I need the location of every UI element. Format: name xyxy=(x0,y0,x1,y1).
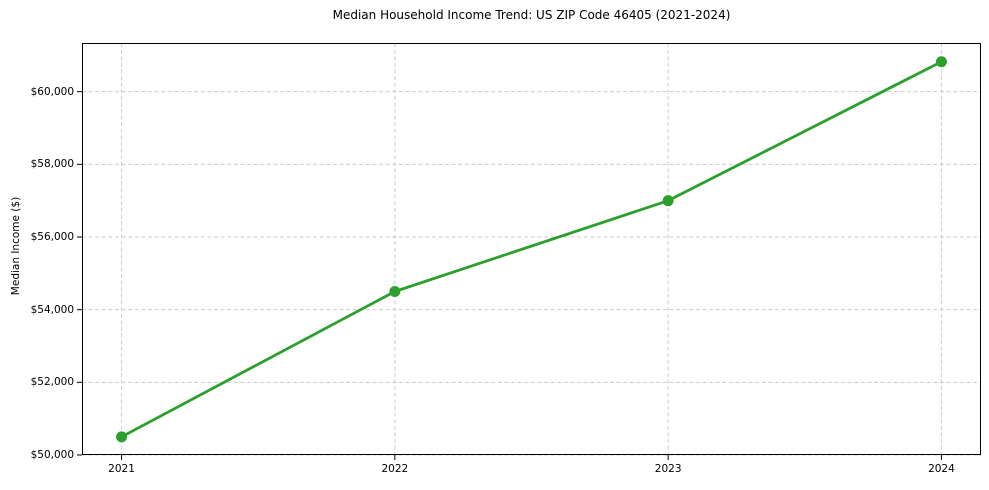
y-tick-label: $60,000 xyxy=(30,85,74,98)
y-tick-label: $54,000 xyxy=(30,303,74,316)
y-tick-label: $52,000 xyxy=(30,376,74,389)
data-point-marker xyxy=(935,56,947,68)
x-tick-label: 2024 xyxy=(928,463,955,475)
y-tick-label: $50,000 xyxy=(30,449,74,461)
y-tick-label: $58,000 xyxy=(30,158,74,171)
y-tick-label: $56,000 xyxy=(30,231,74,243)
plot-border xyxy=(82,43,981,455)
x-tick-label: 2022 xyxy=(381,463,409,475)
x-tick-label: 2023 xyxy=(654,463,682,475)
series-line xyxy=(120,60,943,439)
chart-title: Median Household Income Trend: US ZIP Co… xyxy=(332,8,731,22)
data-point-marker xyxy=(116,431,128,443)
x-tick-label: 2021 xyxy=(108,463,135,475)
data-point-marker xyxy=(389,286,401,298)
data-point-marker xyxy=(662,195,674,207)
